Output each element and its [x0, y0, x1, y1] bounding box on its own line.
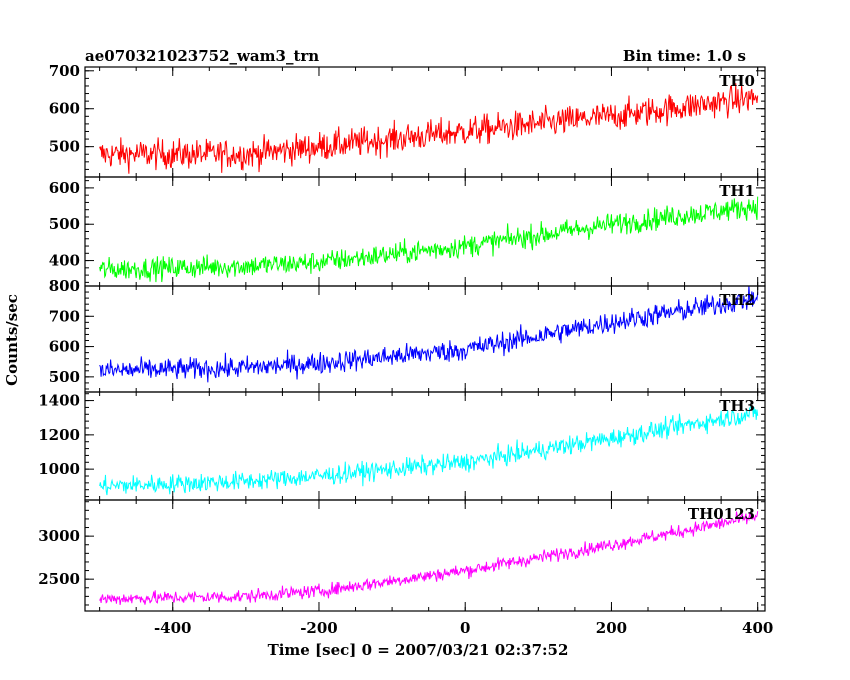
panel-frame [84, 66, 766, 178]
series-line-th3 [99, 405, 759, 496]
series-line-th1 [99, 196, 759, 283]
y-tick-label: 800 [49, 277, 80, 295]
panel-th0123: 2500 3000 TH0123 [38, 499, 766, 612]
series-label-th2: TH2 [719, 291, 755, 309]
x-tick-label: -200 [300, 619, 338, 637]
y-tick-label: 500 [49, 215, 80, 233]
y-tick-label: 500 [49, 368, 80, 386]
series-label-th3: TH3 [719, 397, 755, 415]
series-label-th0123: TH0123 [688, 505, 755, 523]
series-line-th2 [99, 286, 759, 383]
x-tick-label: 400 [742, 619, 773, 637]
y-tick-label: 500 [49, 138, 80, 156]
y-tick-label: 2500 [38, 570, 80, 588]
x-tick-label: 0 [460, 619, 470, 637]
y-tick-label: 1400 [38, 392, 80, 410]
y-tick-label: 1200 [38, 426, 80, 444]
series-line-th0 [99, 83, 759, 174]
y-tick-label: 1000 [38, 460, 80, 478]
bin-time-label: Bin time: 1.0 s [623, 47, 746, 65]
y-tick-label: 700 [49, 307, 80, 325]
panel-frame [84, 285, 766, 393]
y-tick-label: 600 [49, 179, 80, 197]
y-axis-label: Counts/sec [3, 294, 21, 386]
panels-group: 500 600 700 TH0 400 500 600 TH1 500 600 700 800 TH2 1… [38, 62, 773, 637]
panel-th1: 400 500 600 TH1 [49, 176, 766, 287]
x-axis-label: Time [sec] 0 = 2007/03/21 02:37:52 [268, 641, 569, 659]
series-line-th0123 [99, 511, 759, 606]
y-tick-label: 3000 [38, 527, 80, 545]
x-tick-label: -400 [154, 619, 192, 637]
series-label-th1: TH1 [719, 182, 755, 200]
plot-title: ae070321023752_wam3_trn [85, 47, 319, 65]
y-tick-label: 600 [49, 100, 80, 118]
series-label-th0: TH0 [719, 72, 755, 90]
y-tick-label: 400 [49, 252, 80, 270]
y-tick-label: 700 [49, 62, 80, 80]
x-tick-label: 200 [596, 619, 627, 637]
panel-th2: 500 600 700 800 TH2 [49, 277, 766, 393]
panel-th3: 1000 1200 1400 TH3 [38, 391, 766, 501]
panel-th0: 500 600 700 TH0 [49, 62, 766, 178]
y-tick-label: 600 [49, 338, 80, 356]
panel-frame [84, 499, 766, 612]
